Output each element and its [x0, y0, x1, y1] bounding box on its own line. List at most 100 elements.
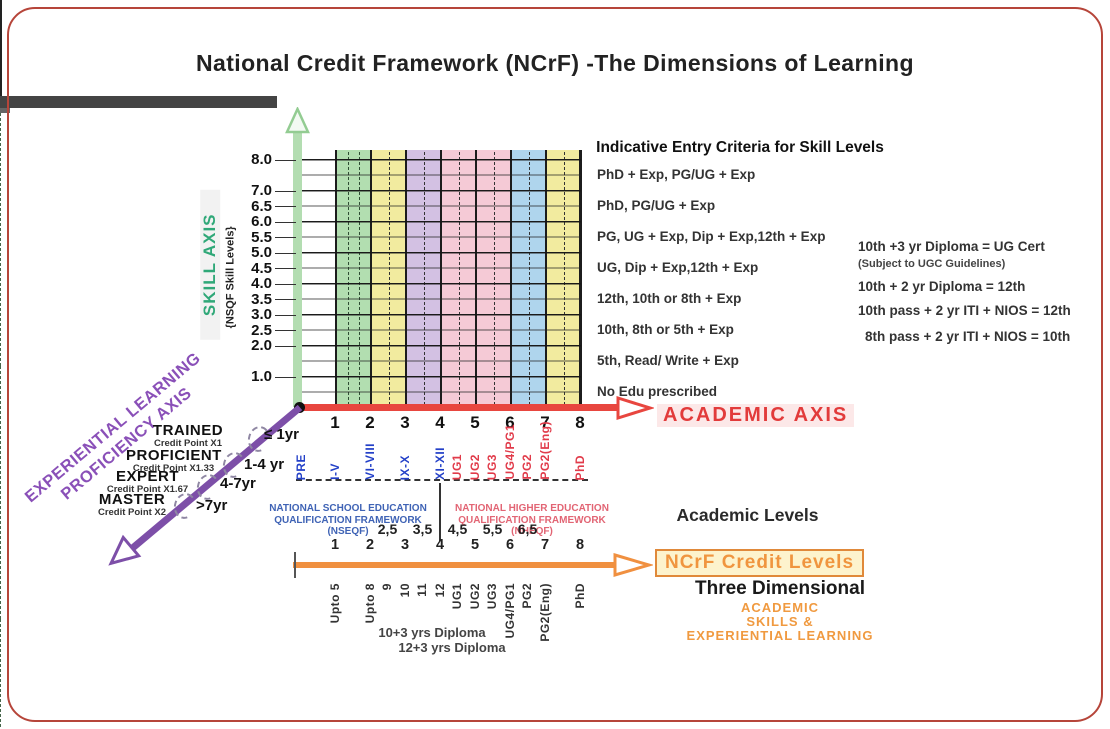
- academic-level-number: 1: [330, 413, 340, 432]
- criteria-row-text: No Edu prescribed: [597, 383, 718, 399]
- credit-level-number: 6: [505, 537, 515, 553]
- skill-axis-tick-label: 6.5: [234, 198, 296, 215]
- proficiency-expert: EXPERT Credit Point X1.67: [100, 469, 195, 495]
- three-dimensional-title: Three Dimensional: [695, 578, 865, 599]
- academic-stage-label: I-V: [327, 463, 342, 480]
- duration-label: 4-7yr: [220, 475, 256, 492]
- skill-axis-tick-label: 6.0: [234, 213, 296, 230]
- page-title: National Credit Framework (NCrF) -The Di…: [196, 50, 914, 76]
- proficiency-name: TRAINED: [152, 422, 224, 439]
- page-border: [7, 7, 1103, 722]
- stage-connector-line: [0, 0, 2, 23]
- credit-stage-label: UG2: [467, 583, 482, 610]
- horizontal-gridlines-major: [300, 159, 581, 378]
- skill-axis-tick-label: 5.5: [234, 229, 296, 246]
- skill-axis-tick-label: 1.0: [234, 368, 296, 385]
- entry-criteria-title: Indicative Entry Criteria for Skill Leve…: [596, 139, 884, 156]
- credit-level-number: 2: [365, 537, 375, 553]
- proficiency-master: MASTER Credit Point X2: [88, 492, 176, 518]
- stage-label-underline: [296, 479, 588, 481]
- academic-stage-label: UG1: [450, 453, 464, 480]
- academic-levels-caption: Academic Levels: [676, 505, 819, 525]
- credit-stage-label: UG3: [485, 583, 499, 610]
- criteria-row-line: [0, 98, 277, 100]
- credit-stage-label: PG2(Eng): [537, 583, 552, 642]
- skill-axis-tick-label: 4.5: [234, 260, 296, 277]
- proficiency-trained: TRAINED Credit Point X1: [148, 423, 228, 449]
- nheqf-line1: NATIONAL HIGHER EDUCATION: [455, 503, 609, 514]
- credit-level-number: 5: [470, 537, 480, 553]
- academic-stage-label: PRE: [293, 453, 308, 480]
- duration-label: 1-4 yr: [244, 456, 285, 473]
- credit-stage-label: 11: [415, 583, 429, 597]
- academic-axis-label: ACADEMIC AXIS: [657, 404, 855, 427]
- credit-stage-label: 9: [380, 583, 394, 591]
- credit-level-number: 4: [435, 537, 445, 553]
- note-tick-line: [0, 110, 10, 112]
- note-tick-line: [0, 111, 10, 113]
- credit-stage-label: Upto 5: [327, 583, 342, 624]
- criteria-row-line: [0, 103, 277, 106]
- skill-axis-tick-label: 5.0: [234, 244, 296, 261]
- academic-level-number: 6: [505, 413, 515, 432]
- criteria-row-text: PhD, PG/UG + Exp: [597, 197, 716, 213]
- stage-connector-line: [0, 28, 2, 45]
- academic-axis-line: [296, 404, 620, 411]
- criteria-row-text: 10th, 8th or 5th + Exp: [597, 321, 734, 337]
- nseqf-label: NATIONAL SCHOOL EDUCATION QUALIFICATION …: [258, 503, 438, 538]
- proficiency-credit: Credit Point X1: [153, 438, 223, 449]
- academic-level-number: 2: [365, 413, 375, 432]
- academic-stage-label: UG3: [485, 453, 499, 480]
- credit-stage-label: Upto 8: [362, 583, 377, 624]
- criteria-row-line: [0, 99, 277, 102]
- academic-stage-label: VI-VIII: [362, 443, 377, 480]
- nseqf-line2: QUALIFICATION FRAMEWORK (NSEQF): [274, 514, 422, 538]
- skill-axis-tick-label: 3.5: [234, 291, 296, 308]
- academic-stage-label: PG2(Eng): [537, 421, 552, 480]
- credit-level-number-half: 3,5: [412, 521, 433, 537]
- pre-band-dash-line: [0, 112, 1, 366]
- academic-level-number: 8: [575, 413, 585, 432]
- credit-level-number-half: 2,5: [377, 521, 398, 537]
- diploma-note-1: 10+3 yrs Diploma: [378, 625, 486, 640]
- academic-stage-label: UG4/PG1: [502, 424, 517, 480]
- note-tick-line: [0, 107, 10, 109]
- credit-stage-label: UG1: [450, 583, 464, 610]
- equivalence-note: 10th + 2 yr Diploma = 12th: [858, 279, 1026, 294]
- skill-axis-label: SKILL AXIS: [200, 189, 220, 340]
- duration-label: ≤ 1yr: [264, 426, 299, 443]
- criteria-row-line: [0, 105, 277, 107]
- proficiency-name: MASTER: [98, 491, 166, 508]
- equivalence-note-sub: (Subject to UGC Guidelines): [858, 258, 1006, 270]
- equivalence-note: 8th pass + 2 yr ITI + NIOS = 10th: [865, 329, 1071, 344]
- note-tick-line: [0, 108, 10, 111]
- proficiency-credit: Credit Point X1.67: [106, 484, 189, 495]
- criteria-row-line: [0, 97, 277, 99]
- academic-level-number: 3: [400, 413, 410, 432]
- credit-level-number-half: 4,5: [447, 521, 468, 537]
- duration-label: >7yr: [196, 497, 228, 514]
- criteria-row-text: 5th, Read/ Write + Exp: [597, 352, 739, 368]
- equivalence-note: 10th +3 yr Diploma = UG Cert: [858, 239, 1045, 254]
- credit-level-number-half: 6,5: [517, 521, 538, 537]
- academic-level-number: 4: [435, 413, 445, 432]
- academic-stage-label: IX-X: [397, 454, 412, 480]
- framework-divider-line: [439, 483, 441, 541]
- academic-stage-label: PhD: [572, 454, 587, 481]
- credit-level-number-half: 5,5: [482, 521, 503, 537]
- equivalence-note: 10th pass + 2 yr ITI + NIOS = 12th: [858, 303, 1071, 318]
- stage-connector-line: [0, 75, 2, 96]
- criteria-row-text: 12th, 10th or 8th + Exp: [597, 290, 742, 306]
- criteria-row-line: [0, 96, 277, 98]
- credit-axis-line: [293, 562, 617, 568]
- academic-level-number: 5: [470, 413, 480, 432]
- nheqf-line2: QUALIFICATION FRAMEWORK (NHEQF): [458, 514, 606, 538]
- criteria-row-line: [0, 102, 277, 104]
- experiential-axis-arrowhead-icon: [108, 534, 142, 566]
- credit-level-number: 7: [540, 537, 550, 553]
- criteria-row-line: [0, 106, 277, 108]
- three-dimensional-line2: SKILLS &: [746, 614, 814, 629]
- three-dimensional-line1: ACADEMIC: [740, 600, 820, 615]
- credit-stage-label: PhD: [572, 583, 587, 609]
